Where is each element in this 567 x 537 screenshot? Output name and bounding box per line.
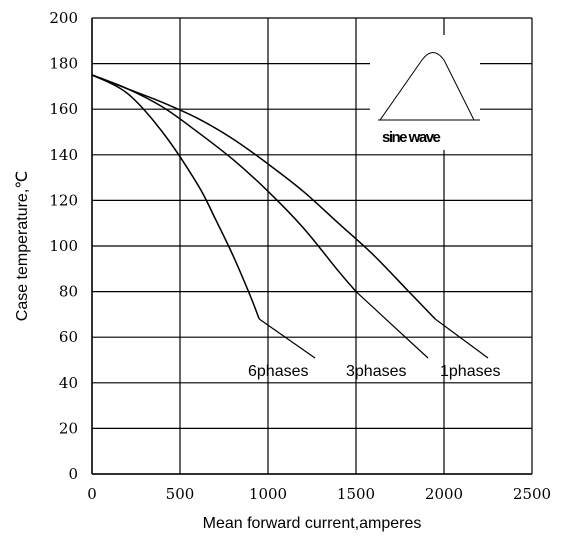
y-tick-label: 160 [49, 100, 78, 118]
inset-label: sine wave [382, 129, 441, 146]
series-line-1 [91, 74, 357, 293]
y-tick-label: 60 [59, 328, 78, 346]
grid [91, 17, 533, 475]
y-tick-label: 20 [59, 419, 78, 437]
series-lines [91, 74, 436, 320]
label-1phases: 1phases [440, 363, 501, 380]
leader-1phases [434, 318, 489, 359]
y-tick-label: 180 [49, 55, 78, 73]
y-tick-label: 200 [49, 9, 78, 27]
series-line-2 [91, 74, 436, 320]
y-tick-label: 40 [59, 374, 78, 392]
series-line-0 [91, 74, 260, 320]
x-tick-label: 0 [87, 485, 97, 503]
sine-wave-inset: sine wave [370, 35, 480, 150]
x-tick-label: 1000 [249, 485, 287, 503]
inset-background [370, 35, 480, 150]
x-tick-label: 1500 [337, 485, 375, 503]
y-tick-label: 100 [49, 237, 78, 255]
x-axis-title: Mean forward current,amperes [203, 515, 422, 532]
leader-3phases [355, 291, 429, 359]
x-tick-label: 2000 [425, 485, 463, 503]
label-6phases: 6phases [248, 363, 309, 380]
y-tick-label: 0 [68, 465, 78, 483]
tick-labels: 0 500 1000 1500 2000 2500 0 20 40 60 80 100 120 140 16… [49, 9, 551, 503]
curve-label-leaders [258, 291, 489, 359]
y-tick-label: 80 [59, 283, 78, 301]
label-3phases: 3phases [346, 363, 407, 380]
y-tick-label: 120 [49, 191, 78, 209]
x-tick-label: 2500 [513, 485, 551, 503]
sine-wave-icon [379, 52, 475, 121]
x-tick-label: 500 [166, 485, 195, 503]
y-axis-title: Case temperature,℃ [14, 171, 31, 321]
y-tick-label: 140 [49, 146, 78, 164]
leader-6phases [258, 318, 316, 359]
